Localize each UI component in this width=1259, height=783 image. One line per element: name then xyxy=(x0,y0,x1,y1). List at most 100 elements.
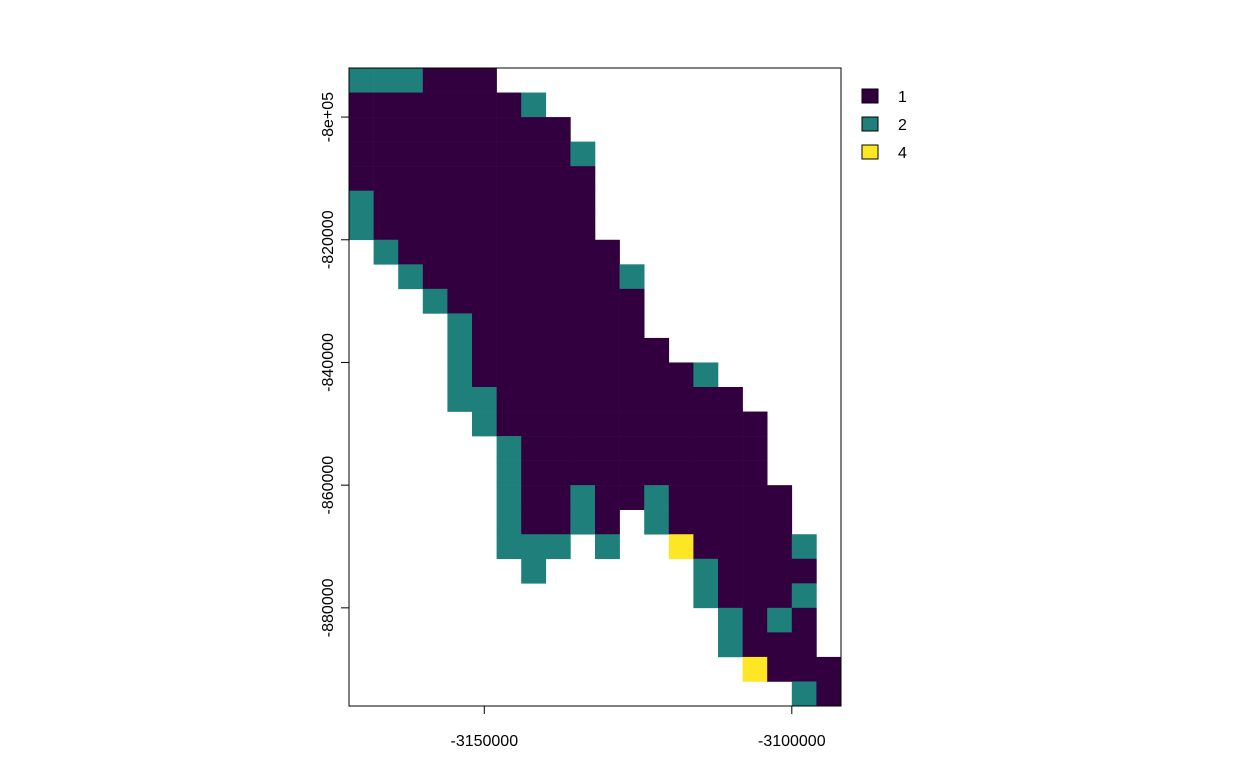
y-tick-label: -840000 xyxy=(320,333,337,392)
x-tick-label: -3150000 xyxy=(450,733,518,750)
raster-cell-value-1 xyxy=(545,141,571,167)
raster-cell-value-1 xyxy=(619,288,645,314)
raster-cell-value-1 xyxy=(570,436,596,461)
raster-cell-value-1 xyxy=(742,411,768,437)
raster-cell-value-1 xyxy=(668,460,694,486)
raster-cell-value-1 xyxy=(521,313,547,339)
raster-cell-value-1 xyxy=(619,460,645,486)
raster-cell-value-1 xyxy=(570,239,596,265)
raster-cell-value-2 xyxy=(349,190,374,216)
raster-cell-value-1 xyxy=(718,534,743,560)
raster-cell-value-1 xyxy=(668,411,694,437)
raster-cell-value-1 xyxy=(373,215,399,241)
raster-cell-value-2 xyxy=(373,68,399,93)
raster-cell-value-1 xyxy=(742,583,768,609)
raster-cell-value-1 xyxy=(767,485,793,510)
raster-cell-value-1 xyxy=(398,239,424,265)
raster-cell-value-1 xyxy=(496,264,522,290)
raster-cell-value-1 xyxy=(668,436,694,461)
raster-cell-value-1 xyxy=(398,117,424,142)
raster-cell-value-2 xyxy=(644,509,670,535)
raster-cell-value-1 xyxy=(521,215,547,241)
raster-cell-value-2 xyxy=(693,558,719,584)
raster-cell-value-1 xyxy=(422,190,448,216)
raster-cell-value-1 xyxy=(472,239,497,265)
raster-cell-value-2 xyxy=(521,92,547,118)
raster-cell-value-1 xyxy=(545,166,571,191)
raster-cell-value-1 xyxy=(718,411,743,437)
raster-cell-value-1 xyxy=(767,632,793,658)
raster-cell-value-1 xyxy=(496,387,522,412)
y-tick-label: -8e+05 xyxy=(320,92,337,142)
raster-cell-value-1 xyxy=(472,337,497,363)
raster-cell-value-1 xyxy=(521,362,547,388)
raster-cell-value-1 xyxy=(619,337,645,363)
raster-cell-value-2 xyxy=(398,68,424,93)
raster-cell-value-1 xyxy=(570,215,596,241)
raster-cell-value-1 xyxy=(521,239,547,265)
raster-cell-value-1 xyxy=(595,387,620,412)
raster-cell-value-1 xyxy=(791,558,817,584)
raster-cell-value-1 xyxy=(570,166,596,191)
raster-cell-value-1 xyxy=(472,117,497,142)
legend-swatch xyxy=(861,116,879,132)
raster-cell-value-1 xyxy=(767,583,793,609)
raster-cell-value-1 xyxy=(595,460,620,486)
raster-cell-value-1 xyxy=(570,313,596,339)
y-tick-label: -880000 xyxy=(320,578,337,637)
raster-cell-value-1 xyxy=(447,288,473,314)
raster-cell-value-1 xyxy=(496,337,522,363)
raster-cell-value-1 xyxy=(595,411,620,437)
raster-cell-value-2 xyxy=(447,362,473,388)
raster-cell-value-1 xyxy=(398,215,424,241)
raster-cell-value-2 xyxy=(521,558,547,584)
raster-cell-value-1 xyxy=(545,509,571,535)
raster-cell-value-1 xyxy=(595,436,620,461)
raster-cell-value-1 xyxy=(545,485,571,510)
raster-cell-value-2 xyxy=(496,534,522,560)
raster-cell-value-1 xyxy=(742,460,768,486)
raster-cell-value-2 xyxy=(693,362,719,388)
y-axis: -8e+05 -820000 -840000 -860000 -880000 xyxy=(320,92,349,637)
x-axis: -3150000 -3100000 xyxy=(450,706,826,750)
raster-cell-value-1 xyxy=(668,387,694,412)
raster-cell-value-1 xyxy=(742,485,768,510)
raster-cell-value-1 xyxy=(619,411,645,437)
raster-cells xyxy=(349,68,842,707)
raster-cell-value-1 xyxy=(472,313,497,339)
raster-cell-value-1 xyxy=(545,313,571,339)
raster-cell-value-2 xyxy=(595,534,620,560)
raster-cell-value-1 xyxy=(742,436,768,461)
raster-cell-value-1 xyxy=(545,362,571,388)
raster-cell-value-1 xyxy=(595,509,620,535)
raster-cell-value-1 xyxy=(742,632,768,658)
raster-cell-value-2 xyxy=(767,607,793,633)
raster-cell-value-2 xyxy=(472,411,497,437)
raster-cell-value-1 xyxy=(693,387,719,412)
raster-cell-value-1 xyxy=(668,485,694,510)
raster-cell-value-1 xyxy=(447,68,473,93)
raster-cell-value-1 xyxy=(447,92,473,118)
raster-cell-value-1 xyxy=(422,141,448,167)
raster-cell-value-1 xyxy=(693,534,719,560)
raster-cell-value-1 xyxy=(472,92,497,118)
raster-cell-value-1 xyxy=(693,460,719,486)
raster-cell-value-1 xyxy=(595,264,620,290)
raster-cell-value-2 xyxy=(521,534,547,560)
raster-cell-value-1 xyxy=(718,558,743,584)
raster-cell-value-1 xyxy=(349,92,374,118)
raster-cell-value-2 xyxy=(422,288,448,314)
raster-cell-value-1 xyxy=(447,239,473,265)
legend-label: 2 xyxy=(898,117,907,134)
raster-cell-value-2 xyxy=(791,583,817,609)
raster-cell-value-1 xyxy=(398,166,424,191)
raster-cell-value-1 xyxy=(447,264,473,290)
raster-cell-value-1 xyxy=(349,117,374,142)
raster-cell-value-1 xyxy=(373,190,399,216)
raster-cell-value-1 xyxy=(570,387,596,412)
raster-cell-value-1 xyxy=(693,485,719,510)
raster-cell-value-1 xyxy=(472,215,497,241)
raster-cell-value-1 xyxy=(496,288,522,314)
raster-cell-value-1 xyxy=(693,436,719,461)
raster-cell-value-1 xyxy=(595,337,620,363)
